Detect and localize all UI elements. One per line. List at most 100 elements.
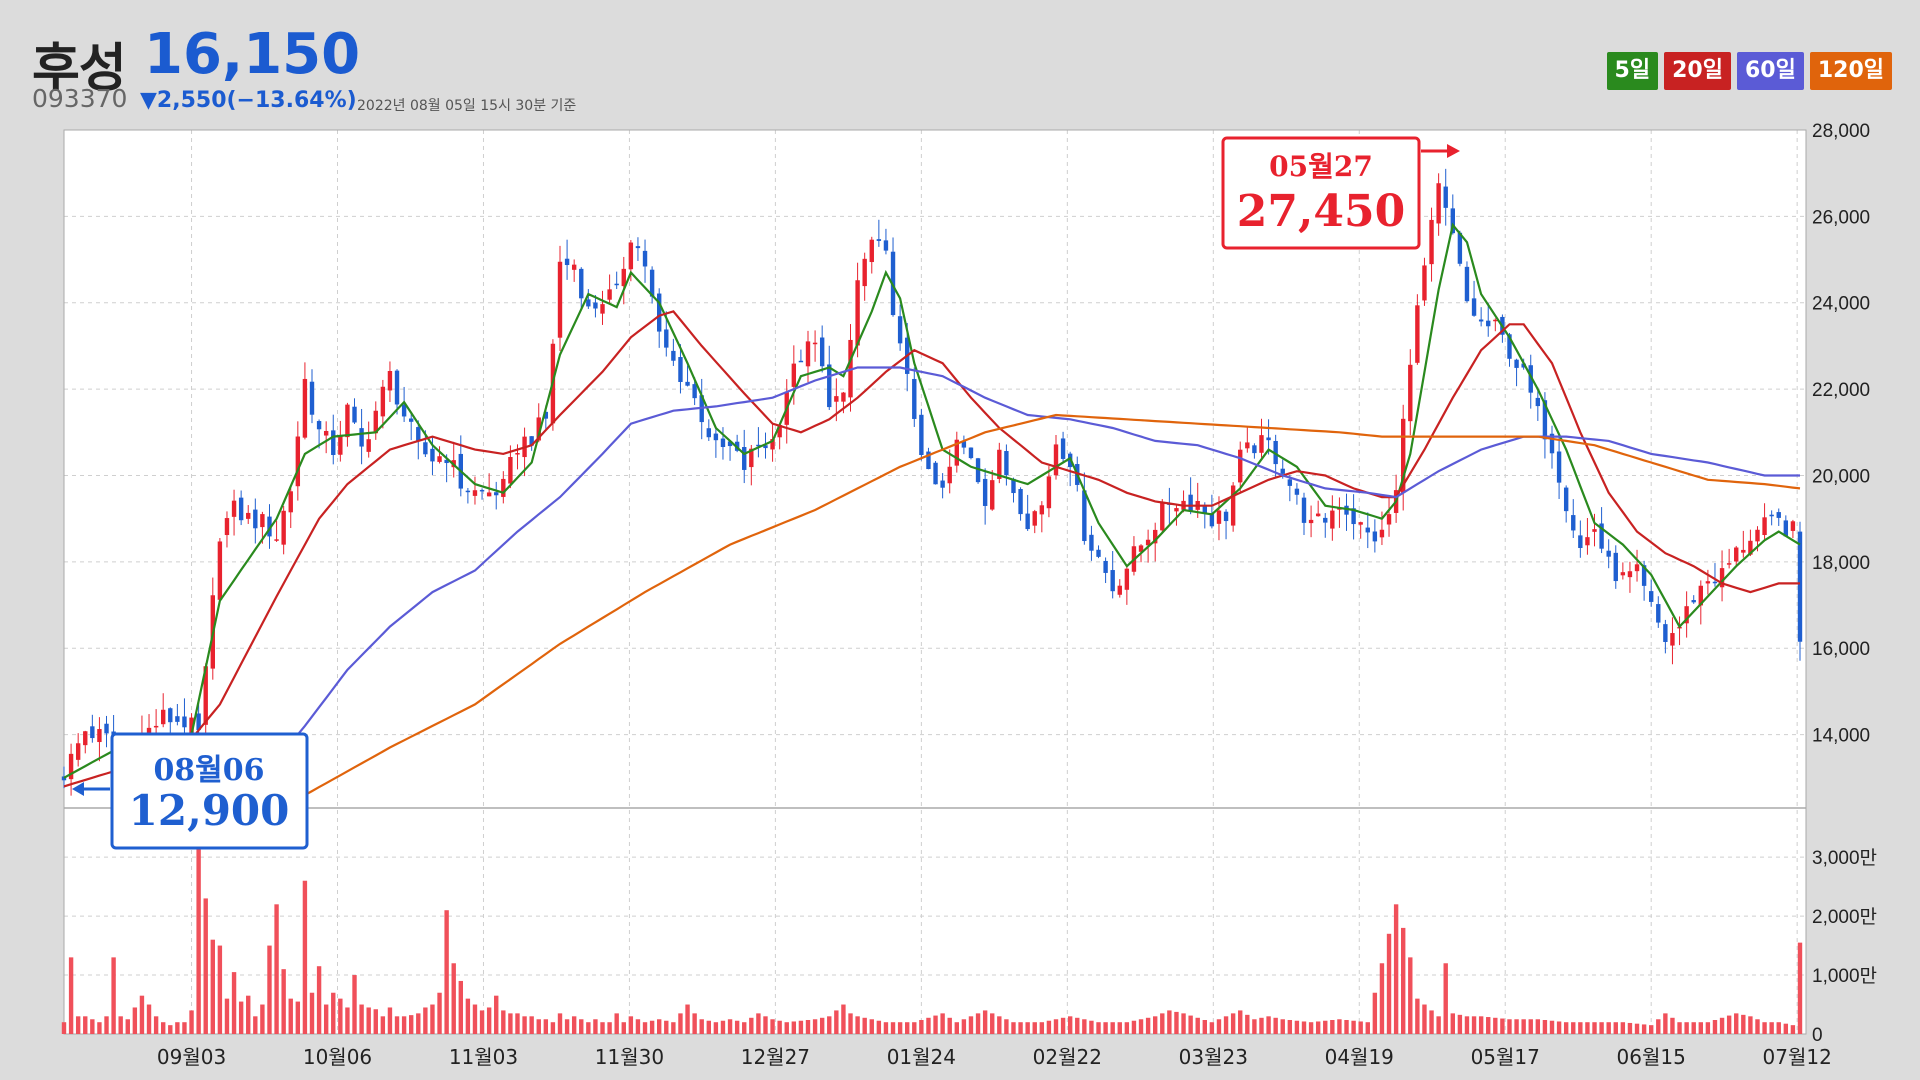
candle-body [777, 424, 782, 438]
volume-bar [444, 910, 449, 1034]
volume-bar [1613, 1022, 1618, 1034]
volume-bar [1734, 1013, 1739, 1034]
volume-bar [316, 966, 322, 1034]
volume-bar [281, 969, 286, 1034]
candle-body [529, 436, 534, 446]
volume-bar [1712, 1020, 1718, 1034]
ma-20-badge[interactable]: 20일 [1664, 52, 1731, 90]
volume-bar [1053, 1019, 1059, 1034]
volume-bar [231, 972, 237, 1034]
volume-bar [621, 1022, 626, 1034]
candle-body [238, 497, 244, 521]
candle-body [1535, 397, 1541, 407]
volume-bar [664, 1020, 669, 1034]
volume-bar [997, 1016, 1002, 1034]
volume-bar [331, 992, 336, 1034]
volume-bar [1018, 1022, 1023, 1034]
candle-body [1556, 451, 1562, 483]
volume-bar [1464, 1016, 1470, 1034]
candle-body [536, 417, 541, 441]
ma-5-badge[interactable]: 5일 [1606, 52, 1659, 90]
volume-bar [1075, 1017, 1080, 1034]
volume-bar [1705, 1022, 1711, 1034]
ma-120-badge[interactable]: 120일 [1809, 52, 1892, 90]
candle-body [83, 731, 88, 746]
candle-body [1429, 219, 1434, 265]
volume-bar [571, 1016, 577, 1034]
volume-bar [465, 998, 471, 1034]
x-tick-label: 02월22 [1033, 1045, 1102, 1069]
volume-bar [1493, 1017, 1498, 1034]
candle-body [727, 441, 733, 447]
volume-bar [1471, 1016, 1477, 1034]
candle-body [961, 441, 967, 448]
candle-body [479, 489, 485, 492]
volume-bar [848, 1013, 853, 1034]
candle-body [571, 264, 577, 270]
candle-body [564, 258, 570, 266]
volume-bar [373, 1009, 378, 1034]
candle-body [104, 723, 109, 734]
candle-body [791, 363, 797, 387]
volume-bar [827, 1016, 832, 1034]
volume-bar [451, 963, 456, 1034]
volume-bar [926, 1017, 931, 1034]
candle-body [742, 447, 747, 470]
volume-bar [529, 1016, 534, 1034]
candle-body [1082, 490, 1087, 542]
volume-bar [869, 1019, 874, 1034]
volume-bar [1663, 1013, 1668, 1034]
volume-bar [1563, 1022, 1569, 1034]
candle-body [1408, 364, 1413, 422]
candle-body [1245, 442, 1250, 449]
volume-bar [657, 1019, 662, 1034]
volume-bar [1719, 1017, 1725, 1034]
candle-body [1542, 400, 1548, 440]
volume-bar [359, 1004, 364, 1034]
candle-body [671, 350, 676, 361]
candle-body [1478, 319, 1484, 322]
volume-bar [323, 1004, 329, 1034]
candle-body [1649, 591, 1654, 602]
candle-body [1351, 508, 1356, 525]
candle-body [1457, 232, 1463, 264]
candle-body [1365, 527, 1370, 533]
candle-body [1776, 512, 1781, 518]
x-tick-label: 05월17 [1471, 1045, 1540, 1069]
volume-bar [479, 1010, 485, 1034]
volume-bar [1478, 1016, 1484, 1034]
candle-body [1110, 570, 1115, 592]
candle-body [401, 404, 407, 417]
candle-body [1549, 433, 1555, 454]
volume-bar [522, 1016, 527, 1034]
candle-body [1230, 485, 1236, 526]
candle-body [1698, 585, 1703, 606]
volume-bar [912, 1022, 917, 1034]
candle-body [947, 466, 952, 484]
volume-bar [302, 880, 308, 1034]
candle-body [288, 491, 293, 513]
moving-average-legend: 5일 20일 60일 120일 [1606, 52, 1892, 90]
volume-bar [1726, 1015, 1732, 1034]
x-tick-label: 11월30 [595, 1045, 664, 1069]
volume-bar [1571, 1022, 1576, 1034]
candle-body [1032, 511, 1037, 526]
volume-bar [189, 1010, 194, 1034]
candle-body [323, 430, 329, 436]
volume-bar [685, 1004, 690, 1034]
volume-bar [1082, 1019, 1087, 1034]
candle-body [1174, 508, 1179, 512]
candle-body [1493, 319, 1498, 322]
volume-bar [274, 904, 279, 1034]
candle-body [912, 378, 917, 419]
candle-body [331, 430, 336, 455]
volume-bar [83, 1016, 88, 1034]
candle-body [1790, 521, 1796, 531]
volume-bar [841, 1004, 846, 1034]
ma-60-badge[interactable]: 60일 [1736, 52, 1804, 90]
volume-bar [1181, 1013, 1186, 1034]
candle-body [1712, 581, 1718, 584]
candle-body [1223, 511, 1229, 522]
